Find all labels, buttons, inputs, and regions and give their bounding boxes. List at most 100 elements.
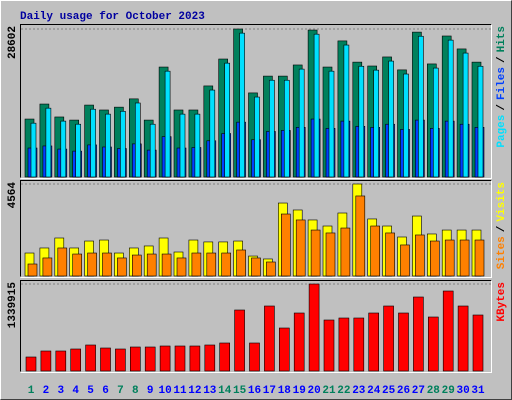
bar <box>328 70 335 178</box>
bar <box>358 65 365 178</box>
x-tick-label: 5 <box>87 385 94 397</box>
bar <box>224 62 230 178</box>
bar <box>403 73 409 178</box>
legend-entry: Pages <box>496 115 508 148</box>
x-tick-label: 15 <box>233 385 247 397</box>
bar <box>308 283 320 372</box>
bar <box>429 240 440 277</box>
bar <box>477 65 484 178</box>
bar <box>264 305 275 372</box>
bar <box>254 96 260 178</box>
x-tick-label: 26 <box>397 385 410 397</box>
panel-edge-light <box>20 180 492 278</box>
bar <box>40 350 52 372</box>
x-tick-label: 7 <box>117 385 124 397</box>
bar <box>87 252 97 277</box>
bar <box>75 123 81 178</box>
x-tick-label: 12 <box>188 385 201 397</box>
bar <box>206 252 217 277</box>
bar <box>340 227 351 277</box>
bar <box>60 120 67 178</box>
legend-separator: / <box>496 104 508 111</box>
x-tick-label: 11 <box>173 385 187 397</box>
bar <box>278 327 290 372</box>
legend: Pages / Files / Hits <box>496 26 508 148</box>
bar <box>385 232 395 277</box>
bar <box>353 317 365 372</box>
bar <box>191 252 202 277</box>
x-tick-label: 31 <box>471 385 485 397</box>
bar <box>368 312 380 372</box>
bar <box>70 348 81 372</box>
legend: KBytes <box>496 282 508 322</box>
bar <box>447 39 454 178</box>
legend-entry: Sites <box>496 236 508 269</box>
bar <box>251 257 261 277</box>
bar <box>219 342 230 372</box>
legend-entry: Hits <box>496 26 508 52</box>
x-tick-label: 14 <box>218 385 232 397</box>
bar <box>57 247 68 277</box>
bar <box>132 254 142 277</box>
bar <box>221 252 231 277</box>
bar <box>472 314 484 372</box>
bar <box>444 239 455 277</box>
bar <box>174 345 186 372</box>
x-tick-label: 20 <box>307 385 320 397</box>
bar <box>149 123 156 178</box>
bar <box>398 312 409 372</box>
bar <box>204 344 216 372</box>
x-tick-label: 29 <box>442 385 455 397</box>
bar <box>373 69 380 178</box>
bar <box>462 52 469 178</box>
legend-separator: / <box>496 225 508 232</box>
x-tick-label: 9 <box>147 385 154 397</box>
panel-edge-light <box>20 280 492 373</box>
bar <box>283 79 290 178</box>
bar <box>459 239 470 277</box>
bar <box>42 257 53 277</box>
bar <box>209 89 216 178</box>
x-tick-label: 24 <box>367 385 381 397</box>
legend: Sites / Visits <box>496 182 508 269</box>
bar <box>117 257 127 277</box>
bar <box>105 113 111 178</box>
bar <box>130 346 141 372</box>
bar <box>249 342 260 372</box>
bar <box>432 67 439 178</box>
bar <box>388 60 394 178</box>
bar <box>474 239 485 277</box>
panel-edge-light <box>20 24 492 179</box>
bar <box>120 110 126 178</box>
bar <box>90 108 96 178</box>
bar <box>442 290 454 372</box>
x-tick-label: 28 <box>427 385 441 397</box>
bar <box>427 316 439 372</box>
panel-edge-dark <box>20 180 492 277</box>
bar <box>115 348 126 372</box>
legend-entry: Files <box>496 67 508 100</box>
bar <box>45 107 52 178</box>
x-tick-label: 16 <box>248 385 261 397</box>
x-tick-label: 18 <box>278 385 292 397</box>
y-tick-label: 28602 <box>7 26 19 59</box>
panel-edge-dark <box>20 24 492 178</box>
bar <box>418 35 424 178</box>
bar <box>310 229 321 277</box>
chart-title: Daily usage for October 2023 <box>20 11 205 23</box>
bar <box>189 345 201 372</box>
bar <box>400 244 410 277</box>
bar <box>159 345 171 372</box>
bar <box>415 234 425 277</box>
bar <box>355 195 366 277</box>
x-tick-label: 23 <box>352 385 366 397</box>
x-tick-label: 25 <box>382 385 396 397</box>
bar <box>144 346 156 372</box>
x-tick-label: 17 <box>263 385 276 397</box>
bar <box>161 253 172 277</box>
x-tick-label: 22 <box>337 385 350 397</box>
bar <box>100 347 111 372</box>
x-tick-label: 4 <box>72 385 79 397</box>
